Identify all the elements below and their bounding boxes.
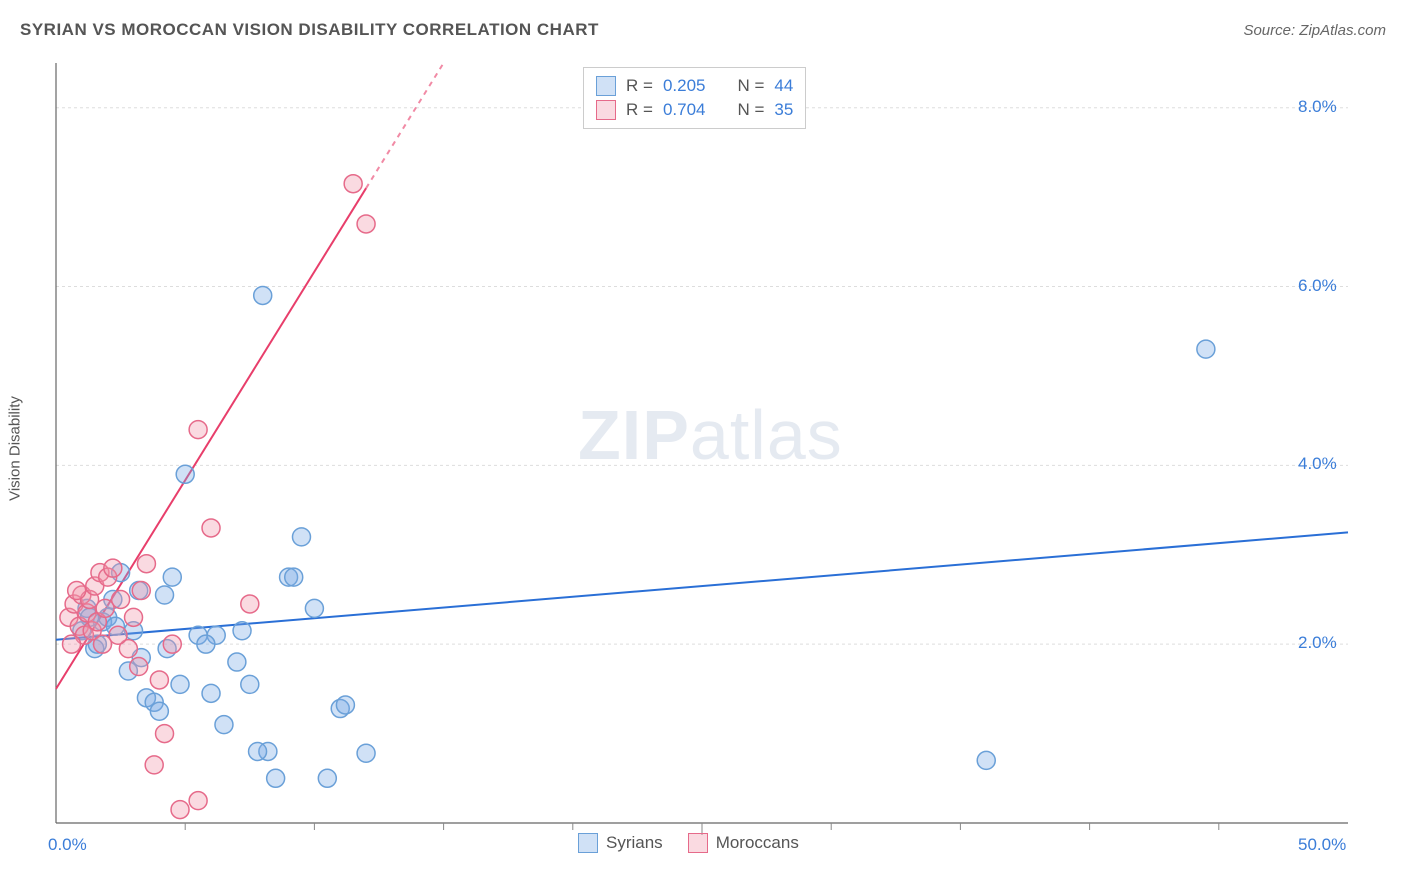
x-axis-max-label: 50.0% [1298, 835, 1346, 855]
y-tick-label: 2.0% [1298, 633, 1337, 653]
series-name: Syrians [606, 833, 663, 853]
legend-row: R = 0.704N = 35 [596, 98, 793, 122]
n-value: 35 [774, 100, 793, 120]
y-tick-label: 4.0% [1298, 454, 1337, 474]
y-tick-label: 6.0% [1298, 276, 1337, 296]
series-name: Moroccans [716, 833, 799, 853]
source-citation: Source: ZipAtlas.com [1243, 22, 1386, 39]
legend-swatch [596, 76, 616, 96]
chart-title: SYRIAN VS MOROCCAN VISION DISABILITY COR… [20, 20, 599, 40]
legend-swatch [688, 833, 708, 853]
correlation-stats-legend: R = 0.205N = 44R = 0.704N = 35 [583, 67, 806, 129]
legend-item: Syrians [578, 833, 663, 853]
n-value: 44 [774, 76, 793, 96]
legend-swatch [596, 100, 616, 120]
scatter-chart [48, 55, 1368, 845]
r-value: 0.704 [663, 100, 706, 120]
legend-row: R = 0.205N = 44 [596, 74, 793, 98]
x-axis-min-label: 0.0% [48, 835, 87, 855]
r-value: 0.205 [663, 76, 706, 96]
y-axis-label: Vision Disability [7, 396, 24, 501]
chart-area: ZIPatlas R = 0.205N = 44R = 0.704N = 35 … [48, 55, 1368, 845]
legend-item: Moroccans [688, 833, 799, 853]
y-tick-label: 8.0% [1298, 97, 1337, 117]
legend-swatch [578, 833, 598, 853]
series-legend: Syrians Moroccans [578, 833, 799, 853]
